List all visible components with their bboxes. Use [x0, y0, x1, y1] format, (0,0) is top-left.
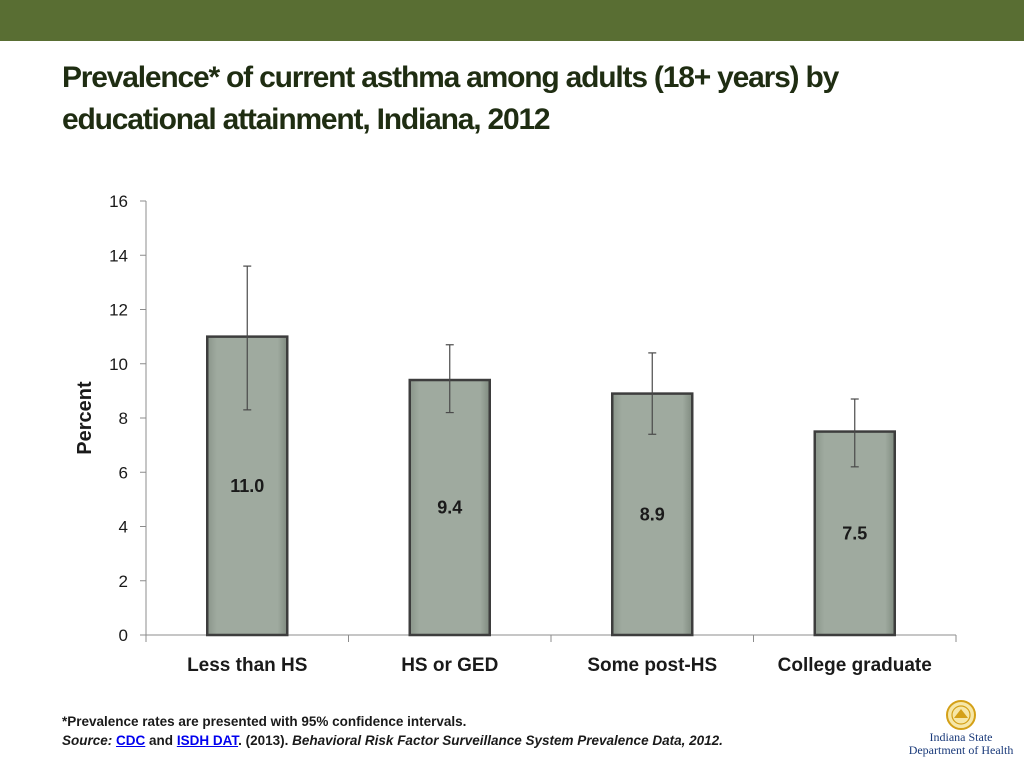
y-tick-label: 10	[109, 355, 128, 374]
indiana-state-seal-icon	[946, 700, 976, 730]
logo-line-1: Indiana State	[929, 730, 993, 744]
y-axis-title: Percent	[74, 381, 96, 455]
footnote-note: *Prevalence rates are presented with 95%…	[62, 714, 467, 729]
bar-chart: 0 2 4 6 8 10 12 14 16 Less than HS HS or GED Some …	[74, 192, 957, 676]
category-label: Less than HS	[187, 655, 307, 676]
bar	[408, 378, 491, 637]
y-tick-label: 4	[119, 518, 128, 537]
category-label: Some post-HS	[587, 655, 717, 676]
logo-line-2: Department of Health	[908, 743, 1014, 757]
bars	[206, 335, 896, 637]
page-title: Prevalence* of current asthma among adul…	[62, 61, 839, 136]
footnote-source: Source: CDC and ISDH DAT. (2013). Behavi…	[62, 731, 723, 750]
source-and: and	[149, 733, 174, 748]
y-tick-label: 0	[119, 626, 128, 645]
category-label: HS or GED	[401, 655, 498, 676]
source-label: Source:	[62, 733, 113, 748]
y-tick-label: 6	[119, 463, 128, 482]
error-bars	[243, 265, 859, 468]
isdh-logo: Indiana State Department of Health	[902, 698, 1020, 760]
value-label: 7.5	[842, 523, 867, 543]
y-tick-label: 14	[109, 246, 128, 265]
cdc-link[interactable]: CDC	[116, 733, 146, 748]
x-axis: Less than HS HS or GED Some post-HS College…	[145, 634, 957, 676]
category-label: College graduate	[778, 655, 932, 676]
isdh-dat-link[interactable]: ISDH DAT	[176, 733, 239, 748]
y-axis: 0 2 4 6 8 10 12 14 16	[109, 192, 147, 645]
y-tick-label: 2	[119, 572, 128, 591]
top-band	[0, 0, 1024, 41]
y-tick-label: 12	[109, 301, 128, 320]
y-tick-label: 8	[119, 409, 128, 428]
y-tick-label: 16	[109, 192, 128, 211]
source-citation: Behavioral Risk Factor Surveillance Syst…	[292, 733, 723, 748]
value-label: 11.0	[230, 476, 264, 496]
value-labels: 11.0 9.4 8.9 7.5	[230, 476, 867, 543]
source-year: . (2013).	[238, 733, 289, 748]
value-label: 8.9	[640, 504, 665, 524]
logo-text: Indiana State Department of Health	[902, 731, 1020, 757]
value-label: 9.4	[437, 498, 462, 518]
